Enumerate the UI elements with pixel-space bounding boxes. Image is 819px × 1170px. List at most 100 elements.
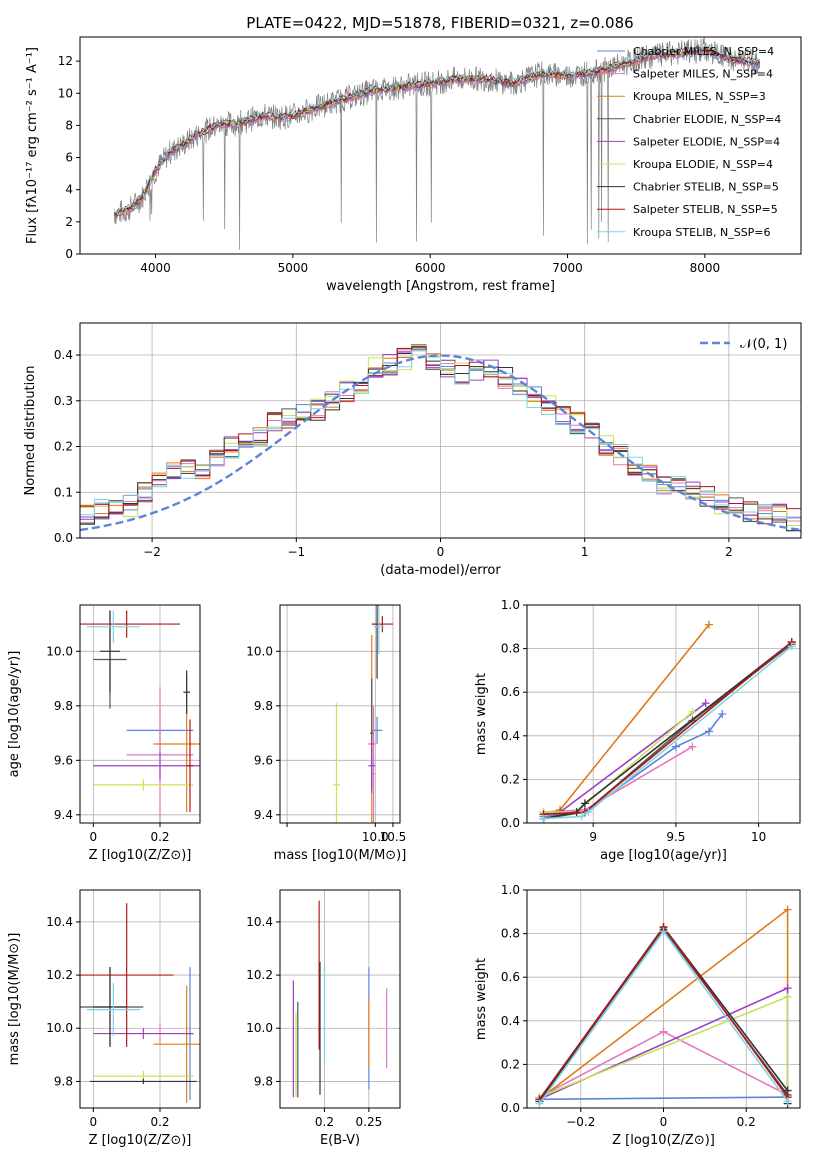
y-tick-label: 10.0 bbox=[46, 1021, 73, 1035]
y-tick-label: 0.2 bbox=[501, 1057, 520, 1071]
y-tick-label: 10.4 bbox=[246, 915, 273, 929]
y-tick-label: 9.4 bbox=[254, 808, 273, 822]
plot-frame bbox=[526, 604, 801, 824]
x-tick-label: 10.5 bbox=[380, 830, 407, 844]
y-tick-label: 0 bbox=[65, 247, 73, 261]
legend-entry: Salpeter MILES, N_SSP=4 bbox=[633, 68, 773, 81]
legend-entry: Kroupa STELIB, N_SSP=6 bbox=[633, 226, 771, 239]
panel-ebv-mass: 0.2 0.25 9.8 10.0 10.2 10.4 E(B-V) bbox=[246, 889, 401, 1148]
panel-spectrum: 4000 5000 6000 7000 8000 0 2 4 6 8 10 12 wavelength … bbox=[25, 36, 802, 294]
legend-entry: Chabrier MILES, N_SSP=4 bbox=[633, 45, 774, 58]
x-axis-label: Z [log10(Z/Z⊙)] bbox=[89, 848, 192, 863]
y-tick-label: 10.0 bbox=[46, 644, 73, 658]
panel-age-weight: 9 9.5 10 0.0 0.2 0.4 0.6 0.8 1.0 age [log10(age/y… bbox=[474, 598, 801, 863]
x-tick-label: 0.2 bbox=[737, 1115, 756, 1129]
y-tick-label: 0.0 bbox=[54, 531, 73, 545]
series-line bbox=[543, 641, 793, 820]
y-tick-label: 6 bbox=[65, 151, 73, 165]
y-tick-label: 0.1 bbox=[54, 485, 73, 499]
x-tick-label: 6000 bbox=[415, 261, 446, 275]
y-axis-label: mass weight bbox=[474, 673, 489, 755]
x-tick-label: 8000 bbox=[690, 261, 721, 275]
y-tick-label: 1.0 bbox=[501, 598, 520, 612]
plot-frame bbox=[79, 889, 201, 1109]
y-tick-label: 9.4 bbox=[54, 808, 73, 822]
x-tick-label: 0 bbox=[90, 1115, 98, 1129]
x-tick-label: 0 bbox=[90, 830, 98, 844]
legend-entry: Chabrier STELIB, N_SSP=5 bbox=[633, 181, 779, 194]
x-tick-label: 1 bbox=[581, 545, 589, 559]
legend-entry: Kroupa ELODIE, N_SSP=4 bbox=[633, 158, 773, 171]
x-tick-label: 5000 bbox=[278, 261, 309, 275]
y-tick-label: 10.4 bbox=[46, 915, 73, 929]
x-tick-label: 2 bbox=[725, 545, 733, 559]
series-marker bbox=[584, 808, 593, 817]
x-tick-label: 0 bbox=[660, 1115, 668, 1129]
legend-entry: Salpeter STELIB, N_SSP=5 bbox=[633, 203, 778, 216]
x-tick-label: 10 bbox=[751, 830, 766, 844]
y-tick-label: 0.6 bbox=[501, 970, 520, 984]
x-tick-label: 0.2 bbox=[150, 1115, 169, 1129]
x-axis-label: wavelength [Angstrom, rest frame] bbox=[326, 279, 555, 294]
y-tick-label: 12 bbox=[58, 54, 73, 68]
x-axis-label: E(B-V) bbox=[320, 1133, 360, 1148]
series-line bbox=[543, 645, 793, 820]
y-tick-label: 10.2 bbox=[46, 968, 73, 982]
y-axis-label: mass [log10(M/M⊙)] bbox=[7, 933, 22, 1066]
series-line bbox=[543, 641, 793, 816]
series-marker bbox=[783, 1097, 792, 1106]
series-marker bbox=[539, 814, 548, 823]
x-axis-label: age [log10(age/yr)] bbox=[600, 848, 727, 863]
plot-frame bbox=[79, 604, 201, 824]
series-marker bbox=[671, 742, 680, 751]
panel-residuals: −2 −1 0 1 2 0.0 0.1 0.2 0.3 0.4 (data-model)/error… bbox=[23, 322, 802, 578]
x-tick-label: 0.25 bbox=[356, 1115, 383, 1129]
x-tick-label: −2 bbox=[143, 545, 161, 559]
y-tick-label: 9.6 bbox=[254, 753, 273, 767]
figure-title: PLATE=0422, MJD=51878, FIBERID=0321, z=0… bbox=[246, 14, 633, 32]
series-marker bbox=[705, 727, 713, 736]
x-axis-label: (data-model)/error bbox=[380, 563, 501, 578]
y-tick-label: 8 bbox=[65, 118, 73, 132]
normal-curve bbox=[80, 354, 801, 532]
y-tick-label: 9.8 bbox=[54, 699, 73, 713]
plot-area-ebv-mass bbox=[292, 900, 388, 1098]
y-tick-label: 4 bbox=[65, 183, 73, 197]
legend-entry: Chabrier ELODIE, N_SSP=4 bbox=[633, 113, 781, 126]
series-marker bbox=[783, 992, 792, 1001]
y-tick-label: 1.0 bbox=[501, 883, 520, 897]
plot-area-z-age bbox=[80, 610, 200, 823]
panel-z-age: 0 0.2 9.4 9.6 9.8 10.0 Z [log10(Z/Z⊙)] age [log… bbox=[7, 604, 201, 863]
x-tick-label: 9.5 bbox=[666, 830, 685, 844]
series-marker bbox=[705, 620, 713, 629]
y-tick-label: 0.0 bbox=[501, 816, 520, 830]
x-tick-label: 10.0 bbox=[362, 830, 389, 844]
legend-entry: Kroupa MILES, N_SSP=3 bbox=[633, 90, 766, 103]
series-marker bbox=[701, 699, 710, 708]
legend-entry: 𝒩(0, 1) bbox=[740, 337, 787, 352]
histogram-step bbox=[80, 349, 801, 519]
y-axis-label: age [log10(age/yr)] bbox=[7, 651, 22, 778]
y-tick-label: 0.8 bbox=[501, 927, 520, 941]
y-tick-label: 0.6 bbox=[501, 685, 520, 699]
x-tick-label: 7000 bbox=[552, 261, 583, 275]
plot-area-residuals bbox=[80, 344, 801, 532]
series-marker bbox=[718, 710, 727, 718]
plot-frame bbox=[279, 889, 401, 1109]
y-tick-label: 2 bbox=[65, 215, 73, 229]
y-tick-label: 9.8 bbox=[54, 1074, 73, 1088]
y-tick-label: 0.2 bbox=[54, 440, 73, 454]
series-marker bbox=[535, 1099, 544, 1108]
plot-area-spectrum bbox=[113, 37, 761, 250]
y-tick-label: 0.3 bbox=[54, 394, 73, 408]
y-tick-label: 10.2 bbox=[246, 968, 273, 982]
y-tick-label: 0.4 bbox=[501, 1014, 520, 1028]
y-tick-label: 9.6 bbox=[54, 753, 73, 767]
series-marker bbox=[688, 707, 697, 716]
x-tick-label: 9 bbox=[589, 830, 597, 844]
y-tick-label: 10 bbox=[58, 86, 73, 100]
series-marker bbox=[783, 905, 792, 914]
series-line bbox=[539, 1096, 788, 1101]
